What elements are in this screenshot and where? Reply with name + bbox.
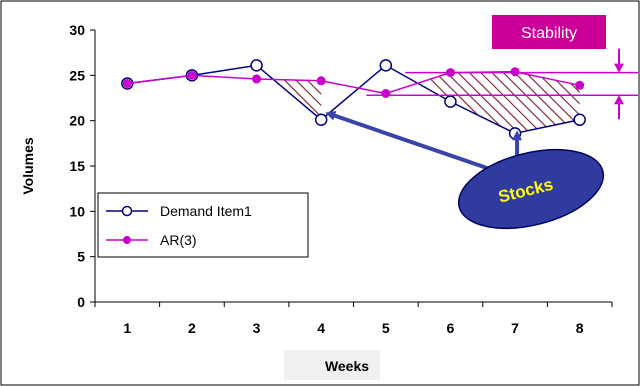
y-axis-title: Volumes [20,137,36,195]
x-tick-label: 6 [447,320,455,336]
ar-point [511,68,519,76]
y-tick-label: 0 [77,294,85,310]
x-tick-label: 2 [188,320,196,336]
demand-point [445,96,456,107]
y-tick-label: 10 [69,203,85,219]
legend-demand-label: Demand Item1 [160,203,252,219]
x-tick-label: 8 [576,320,584,336]
x-axis-title: Weeks [325,358,369,374]
x-tick-label: 3 [253,320,261,336]
legend-ar-label: AR(3) [160,232,197,248]
legend-ar-marker [124,237,131,244]
ar-point [382,89,390,97]
y-tick-label: 5 [77,249,85,265]
x-tick-label: 7 [511,320,519,336]
ar-point [188,71,196,79]
y-tick-label: 25 [69,67,85,83]
stability-label: Stability [521,25,577,42]
demand-point [380,60,391,71]
x-tick-label: 1 [123,320,131,336]
ar-point [317,77,325,85]
x-tick-label: 5 [382,320,390,336]
legend-demand-marker [123,207,132,216]
ar-point [253,75,261,83]
y-tick-label: 20 [69,113,85,129]
ar-point [123,79,131,87]
demand-point [251,60,262,71]
legend: Demand Item1 AR(3) [98,193,308,257]
y-tick-label: 30 [69,22,85,38]
demand-point [316,114,327,125]
demand-point [574,114,585,125]
ar-point [576,81,584,89]
x-tick-label: 4 [317,320,325,336]
y-tick-label: 15 [69,158,85,174]
